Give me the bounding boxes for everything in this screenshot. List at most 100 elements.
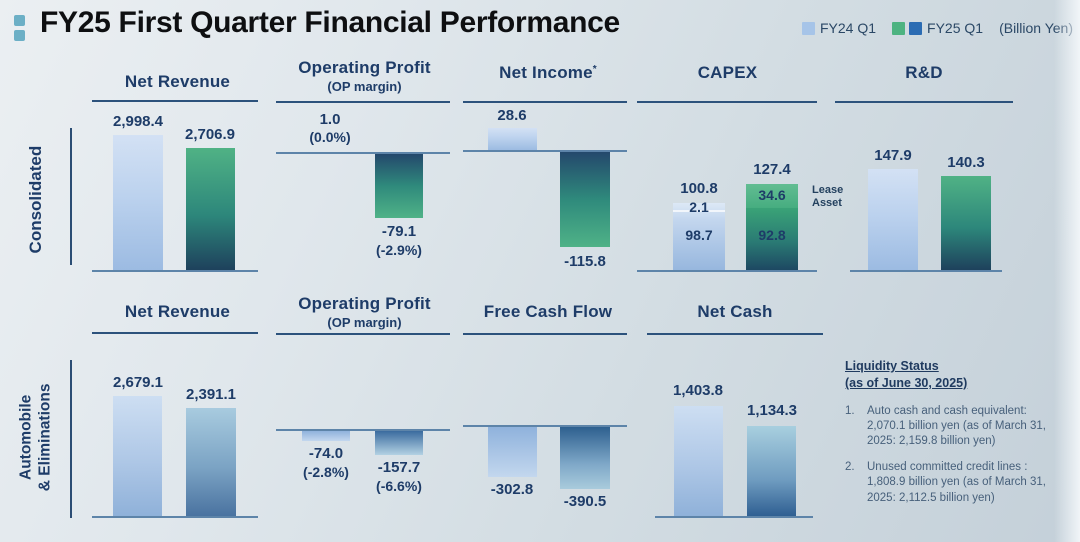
value-label-fy25: 140.3	[947, 154, 985, 171]
value-label-fy25: 1,134.3	[746, 402, 798, 419]
bar-fy25	[560, 427, 610, 489]
chart-title: Net Cash	[697, 302, 773, 321]
chart-title: Net Revenue	[124, 302, 231, 321]
value-label-fy25: 2,706.9	[184, 126, 236, 143]
header-rule	[647, 333, 823, 335]
liquidity-item-2: 2. Unused committed credit lines : 1,808…	[845, 461, 1046, 504]
legend-fy24-label: FY24 Q1	[820, 20, 877, 36]
header-rule	[637, 101, 817, 103]
chart-automobile-net-cash: Net Cash 1,403.8 1,134.3	[640, 288, 840, 538]
header-rule	[92, 332, 258, 334]
bar-fy25-lease-segment	[746, 184, 798, 208]
value-label-fy25: -157.7	[377, 459, 421, 476]
legend-fy25-blue-swatch-icon	[909, 21, 923, 35]
header-rule	[92, 100, 258, 102]
value-label-fy25: -115.8	[564, 253, 606, 270]
legend-fy25-label: FY25 Q1	[927, 20, 984, 36]
legend-unit-label: (Billion Yen)	[999, 20, 1073, 36]
total-label-fy25: 127.4	[753, 161, 791, 178]
zero-line	[276, 152, 450, 154]
baseline	[92, 270, 258, 272]
value-label-fy25: -390.5	[563, 493, 607, 510]
footnote-asterisk: *	[592, 64, 597, 75]
chart-consolidated-capex: CAPEX 100.8 2.1 98.7 127.4 34.6 92.8 Lea…	[635, 55, 844, 290]
baseline	[850, 270, 1002, 272]
bar-fy24	[673, 203, 725, 270]
header-rule	[463, 333, 627, 335]
chart-title: R&D	[905, 63, 943, 82]
base-segment-label-fy24: 98.7	[685, 227, 713, 243]
liquidity-status-notes: Liquidity Status (as of June 30, 2025) 1…	[845, 358, 1050, 517]
bar-fy25-base-segment	[746, 208, 798, 270]
value-label-fy24: 1.0	[319, 111, 341, 128]
value-label-fy25: -79.1	[381, 223, 417, 240]
chart-consolidated-net-revenue: Net Revenue 2,998.4 2,706.9	[85, 62, 270, 287]
row-label-consolidated: Consolidated	[26, 146, 46, 254]
margin-label-fy24: (0.0%)	[309, 129, 351, 145]
chart-title: Net Revenue	[124, 72, 231, 91]
page-title: FY25 First Quarter Financial Performance	[40, 6, 620, 39]
chart-title: Net Income*	[499, 63, 597, 82]
bar-fy25	[560, 152, 610, 247]
row-label-automobile-line1: Automobile	[17, 394, 35, 480]
chart-automobile-operating-profit: Operating Profit (OP margin) -74.0 (-2.8…	[272, 288, 457, 538]
value-label-fy24: 2,998.4	[112, 113, 164, 130]
row-label-automobile-line2: & Eliminations	[37, 383, 54, 491]
lease-asset-note: Lease Asset	[812, 184, 844, 210]
margin-label-fy25: (-6.6%)	[376, 478, 422, 494]
legend-fy25-green-swatch-icon	[892, 21, 906, 35]
baseline	[92, 516, 258, 518]
bar-fy25	[186, 148, 235, 270]
header-rule	[276, 333, 450, 335]
zero-line	[276, 429, 450, 431]
chart-title: CAPEX	[697, 63, 758, 82]
header-rule	[835, 101, 1013, 103]
value-label-fy24: 28.6	[497, 107, 527, 124]
chart-legend: FY24 Q1 FY25 Q1 (Billion Yen)	[802, 20, 1073, 36]
margin-label-fy24: (-2.8%)	[303, 464, 349, 480]
liquidity-heading-line2: (as of June 30, 2025)	[845, 375, 968, 390]
chart-consolidated-rnd: R&D 147.9 140.3	[835, 55, 1035, 290]
bar-fy25	[375, 431, 423, 455]
liquidity-heading-line1: Liquidity Status	[845, 359, 939, 373]
bar-fy24	[302, 431, 350, 441]
row-divider-line	[70, 128, 72, 265]
chart-title: Operating Profit	[298, 58, 431, 77]
value-label-fy24: 2,679.1	[112, 374, 164, 391]
row-label-automobile: Automobile & Eliminations	[2, 352, 70, 522]
value-label-fy24: -74.0	[308, 445, 344, 462]
zero-line	[463, 425, 627, 427]
value-label-fy24: -302.8	[490, 481, 534, 498]
chart-subtitle: (OP margin)	[327, 315, 402, 330]
bar-fy25	[941, 176, 991, 270]
chart-consolidated-operating-profit: Operating Profit (OP margin) 1.0 (0.0%) …	[272, 55, 457, 290]
chart-consolidated-net-income: Net Income* 28.6 -115.8	[458, 55, 638, 290]
segment-separator	[673, 210, 725, 212]
lease-segment-label-fy25: 34.6	[758, 187, 786, 203]
baseline	[655, 516, 813, 518]
chart-title: Operating Profit	[298, 294, 431, 313]
bar-fy24	[674, 406, 723, 516]
bar-fy25	[186, 408, 236, 516]
chart-automobile-net-revenue: Net Revenue 2,679.1 2,391.1	[85, 295, 270, 538]
base-segment-label-fy25: 92.8	[758, 227, 786, 243]
legend-fy24-swatch-icon	[802, 21, 815, 35]
bar-fy24	[868, 169, 918, 270]
bar-fy25	[375, 154, 423, 218]
baseline	[637, 270, 817, 272]
bar-fy24	[113, 135, 163, 270]
bar-fy25	[747, 426, 796, 516]
chart-subtitle: (OP margin)	[327, 79, 402, 94]
lease-segment-label-fy24: 2.1	[689, 199, 709, 215]
header-rule	[463, 101, 627, 103]
value-label-fy24: 1,403.8	[672, 382, 724, 399]
header-rule	[276, 101, 450, 103]
title-bullet-icon	[14, 15, 26, 45]
value-label-fy25: 2,391.1	[185, 386, 237, 403]
value-label-fy24: 147.9	[874, 147, 912, 164]
bar-fy24	[488, 427, 537, 477]
bar-fy24	[113, 396, 162, 516]
margin-label-fy25: (-2.9%)	[376, 242, 422, 258]
zero-line	[463, 150, 627, 152]
